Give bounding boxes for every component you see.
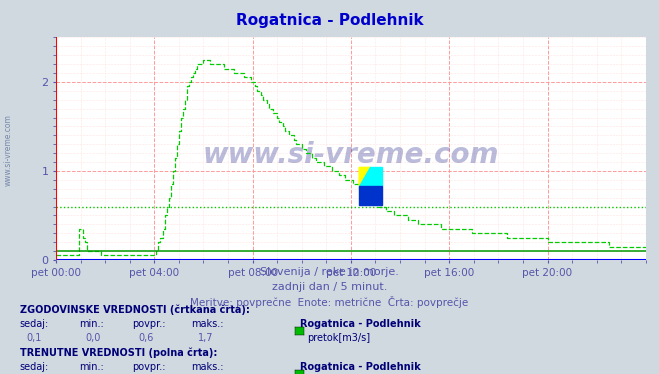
Text: www.si-vreme.com: www.si-vreme.com: [4, 114, 13, 186]
Text: povpr.:: povpr.:: [132, 362, 165, 372]
Text: Rogatnica - Podlehnik: Rogatnica - Podlehnik: [300, 362, 420, 372]
Text: sedaj:: sedaj:: [20, 362, 49, 372]
Text: Slovenija / reke in morje.: Slovenija / reke in morje.: [260, 267, 399, 278]
Text: maks.:: maks.:: [191, 362, 223, 372]
Polygon shape: [359, 167, 382, 186]
Text: pretok[m3/s]: pretok[m3/s]: [307, 333, 370, 343]
Text: maks.:: maks.:: [191, 319, 223, 329]
Text: sedaj:: sedaj:: [20, 319, 49, 329]
Text: TRENUTNE VREDNOSTI (polna črta):: TRENUTNE VREDNOSTI (polna črta):: [20, 347, 217, 358]
Polygon shape: [359, 186, 382, 205]
Text: ZGODOVINSKE VREDNOSTI (črtkana črta):: ZGODOVINSKE VREDNOSTI (črtkana črta):: [20, 305, 250, 315]
Text: 1,7: 1,7: [198, 333, 214, 343]
Text: Rogatnica - Podlehnik: Rogatnica - Podlehnik: [236, 13, 423, 28]
Text: min.:: min.:: [79, 362, 104, 372]
Text: 0,6: 0,6: [138, 333, 154, 343]
Polygon shape: [359, 167, 370, 186]
Text: min.:: min.:: [79, 319, 104, 329]
Text: povpr.:: povpr.:: [132, 319, 165, 329]
Text: www.si-vreme.com: www.si-vreme.com: [203, 141, 499, 169]
Text: Rogatnica - Podlehnik: Rogatnica - Podlehnik: [300, 319, 420, 329]
Text: 0,1: 0,1: [26, 333, 42, 343]
Text: 0,0: 0,0: [86, 333, 101, 343]
Text: Meritve: povprečne  Enote: metrične  Črta: povprečje: Meritve: povprečne Enote: metrične Črta:…: [190, 296, 469, 308]
Text: zadnji dan / 5 minut.: zadnji dan / 5 minut.: [272, 282, 387, 292]
